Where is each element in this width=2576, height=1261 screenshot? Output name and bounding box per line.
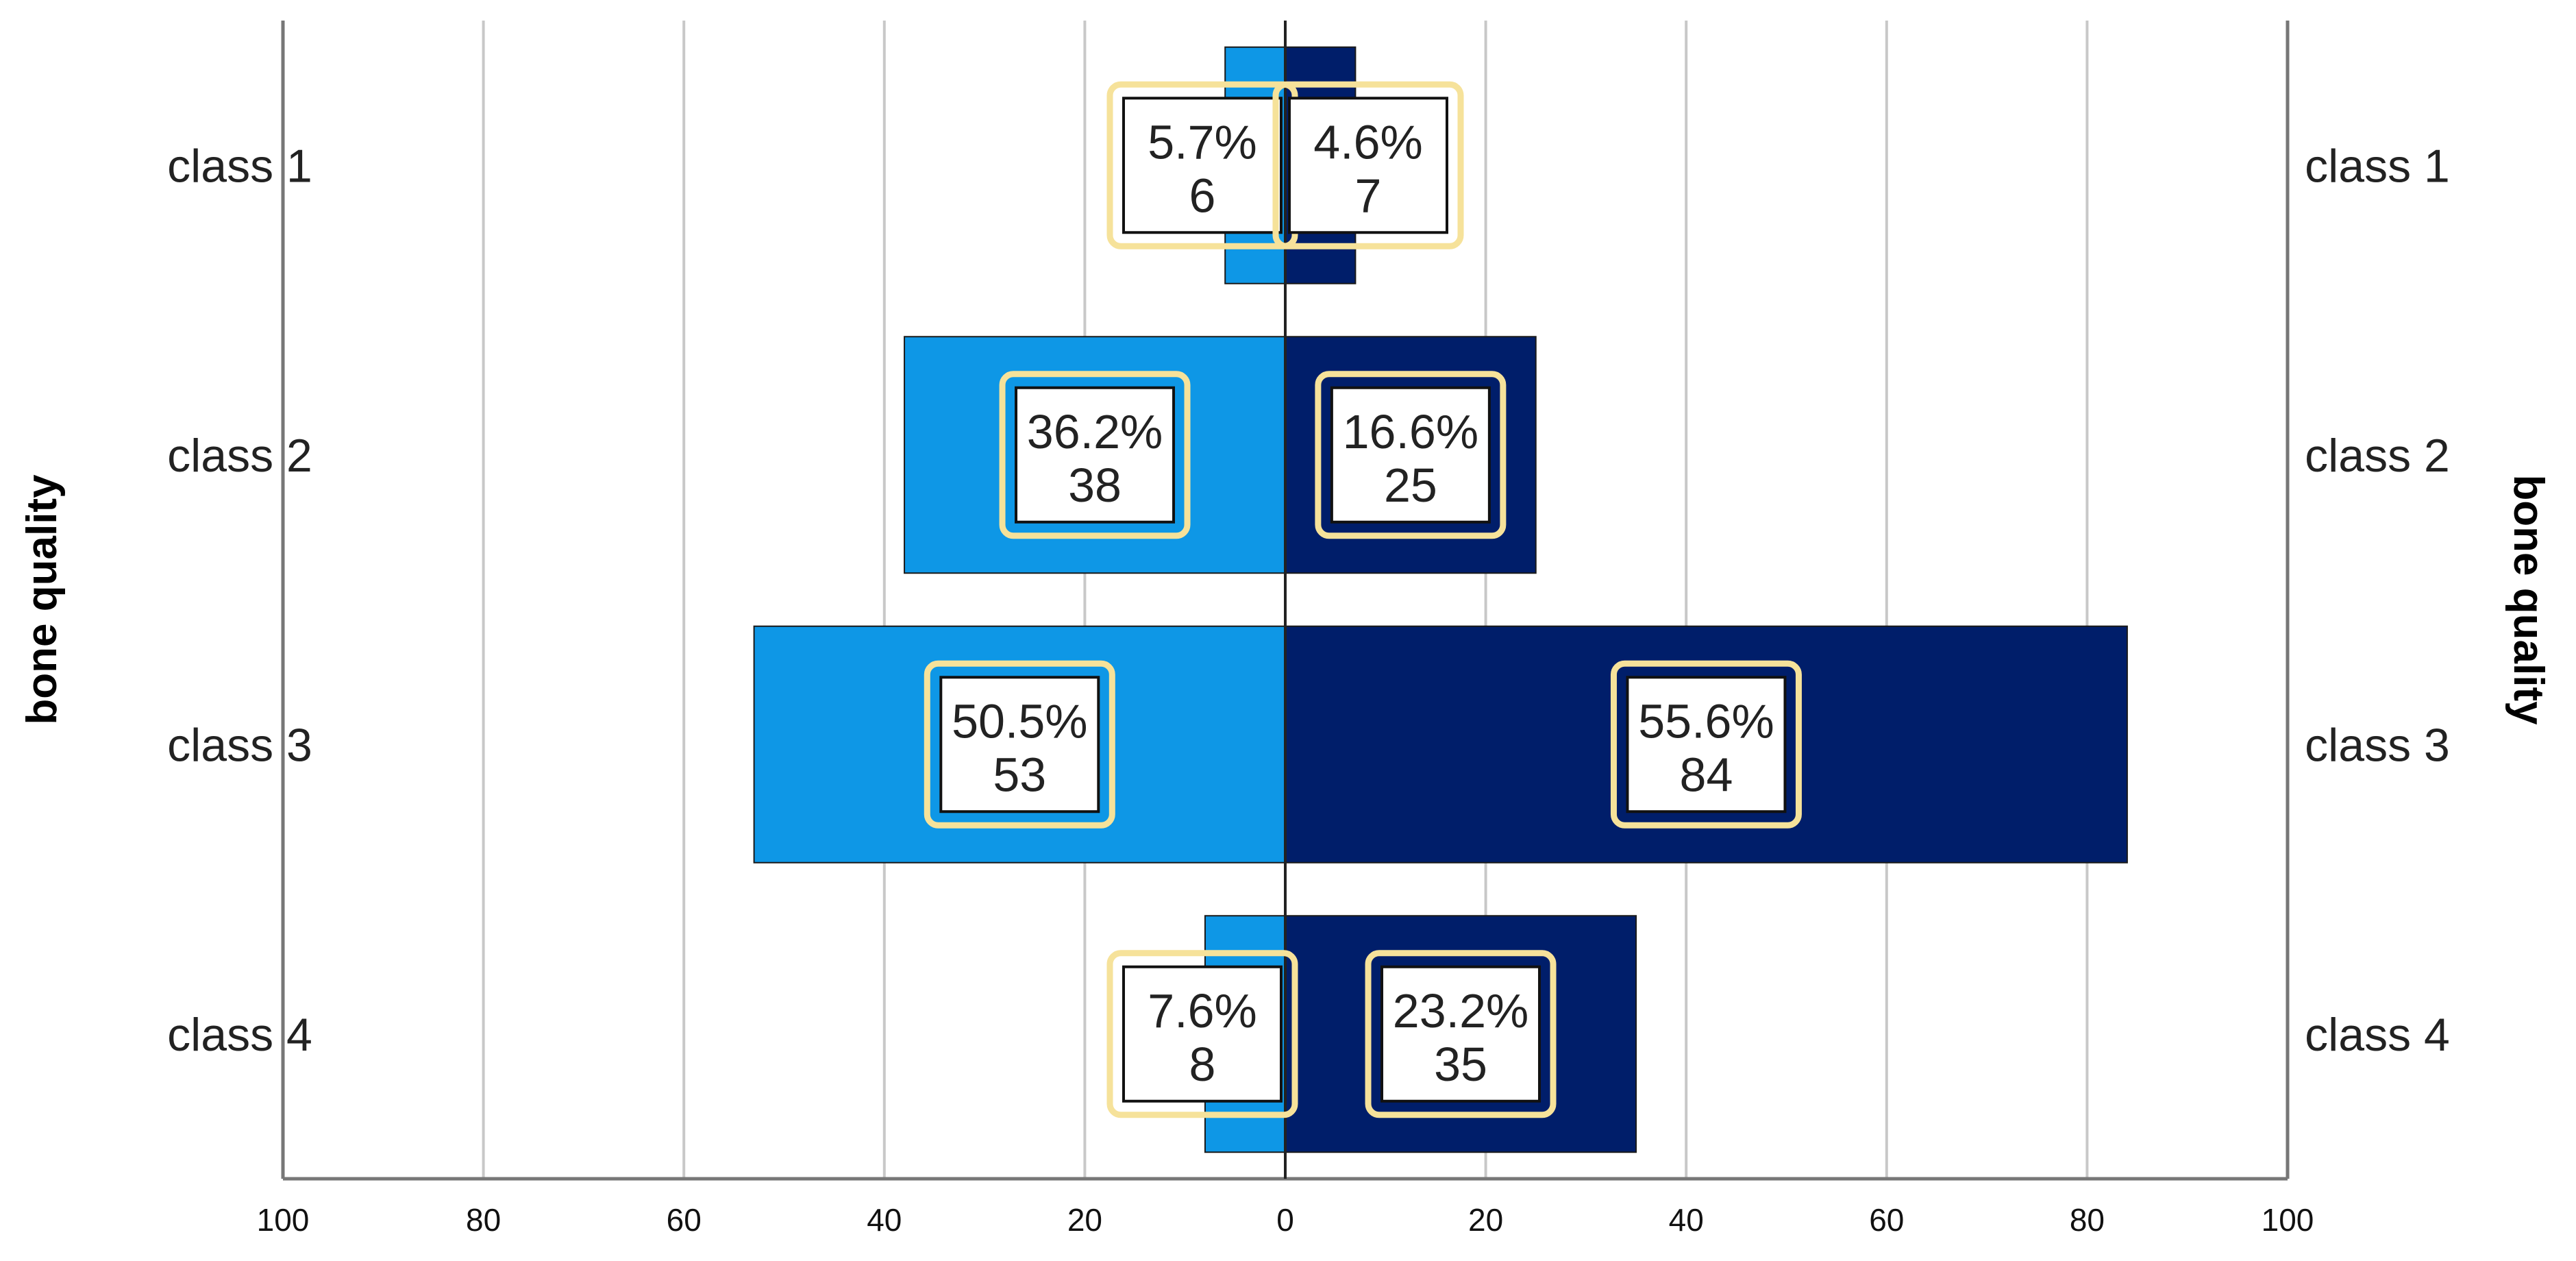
data-label-right-4: 23.2%35 [1365, 950, 1557, 1118]
x-tick-label: 0 [1276, 1202, 1294, 1238]
data-label-count: 35 [1434, 1038, 1487, 1091]
x-tick-label: 40 [867, 1202, 902, 1238]
category-label-left: class 3 [167, 719, 312, 771]
x-tick-label: 80 [2070, 1202, 2105, 1238]
data-label-count: 38 [1068, 458, 1122, 512]
category-label-left: class 4 [167, 1009, 312, 1061]
y-axis-title-right: bone quality [2505, 474, 2552, 725]
data-label-percent: 16.6% [1343, 405, 1478, 458]
grid-lines [482, 21, 2089, 1179]
x-tick-label: 20 [1468, 1202, 1503, 1238]
data-label-count: 84 [1680, 748, 1733, 801]
x-tick-label: 100 [2262, 1202, 2314, 1238]
data-label-right-1: 4.6%7 [1272, 81, 1464, 249]
data-label-right-3: 55.6%84 [1610, 660, 1802, 829]
category-labels: class 1 class 1 class 2 class 2 class 3 class… [167, 140, 2450, 1061]
data-label-percent: 4.6% [1313, 115, 1423, 169]
data-label-percent: 5.7% [1148, 115, 1257, 169]
x-tick-label: 60 [667, 1202, 702, 1238]
x-tick-label: 80 [466, 1202, 501, 1238]
category-label-right: class 4 [2305, 1009, 2450, 1061]
category-label-left: class 1 [167, 140, 312, 192]
data-label-count: 7 [1355, 169, 1382, 222]
category-label-right: class 2 [2305, 430, 2450, 482]
data-label-count: 53 [993, 748, 1046, 801]
x-tick-label: 20 [1067, 1202, 1102, 1238]
data-labels: 5.7%64.6%736.2%3816.6%2550.5%5355.6%847.… [924, 81, 1802, 1118]
data-label-left-4: 7.6%8 [1106, 950, 1298, 1118]
data-label-count: 25 [1384, 458, 1437, 512]
data-label-count: 6 [1189, 169, 1216, 222]
data-label-percent: 36.2% [1027, 405, 1163, 458]
data-label-left-1: 5.7%6 [1106, 81, 1298, 249]
data-label-count: 8 [1189, 1038, 1216, 1091]
data-label-percent: 55.6% [1638, 694, 1774, 748]
x-tick-label: 60 [1869, 1202, 1904, 1238]
x-tick-label: 100 [257, 1202, 310, 1238]
data-label-left-2: 36.2%38 [999, 371, 1191, 539]
axes [281, 21, 2290, 1181]
data-label-percent: 7.6% [1148, 984, 1257, 1038]
category-label-left: class 2 [167, 430, 312, 482]
data-label-percent: 50.5% [952, 694, 1087, 748]
data-label-left-3: 50.5%53 [924, 660, 1115, 829]
x-tick-labels: 100 80 60 40 20 0 20 40 60 80 100 [257, 1202, 2314, 1238]
category-label-right: class 1 [2305, 140, 2450, 192]
data-label-percent: 23.2% [1393, 984, 1528, 1038]
data-label-right-2: 16.6%25 [1315, 371, 1507, 539]
y-axis-title-left: bone quality [18, 474, 66, 725]
category-label-right: class 3 [2305, 719, 2450, 771]
x-tick-label: 40 [1669, 1202, 1704, 1238]
